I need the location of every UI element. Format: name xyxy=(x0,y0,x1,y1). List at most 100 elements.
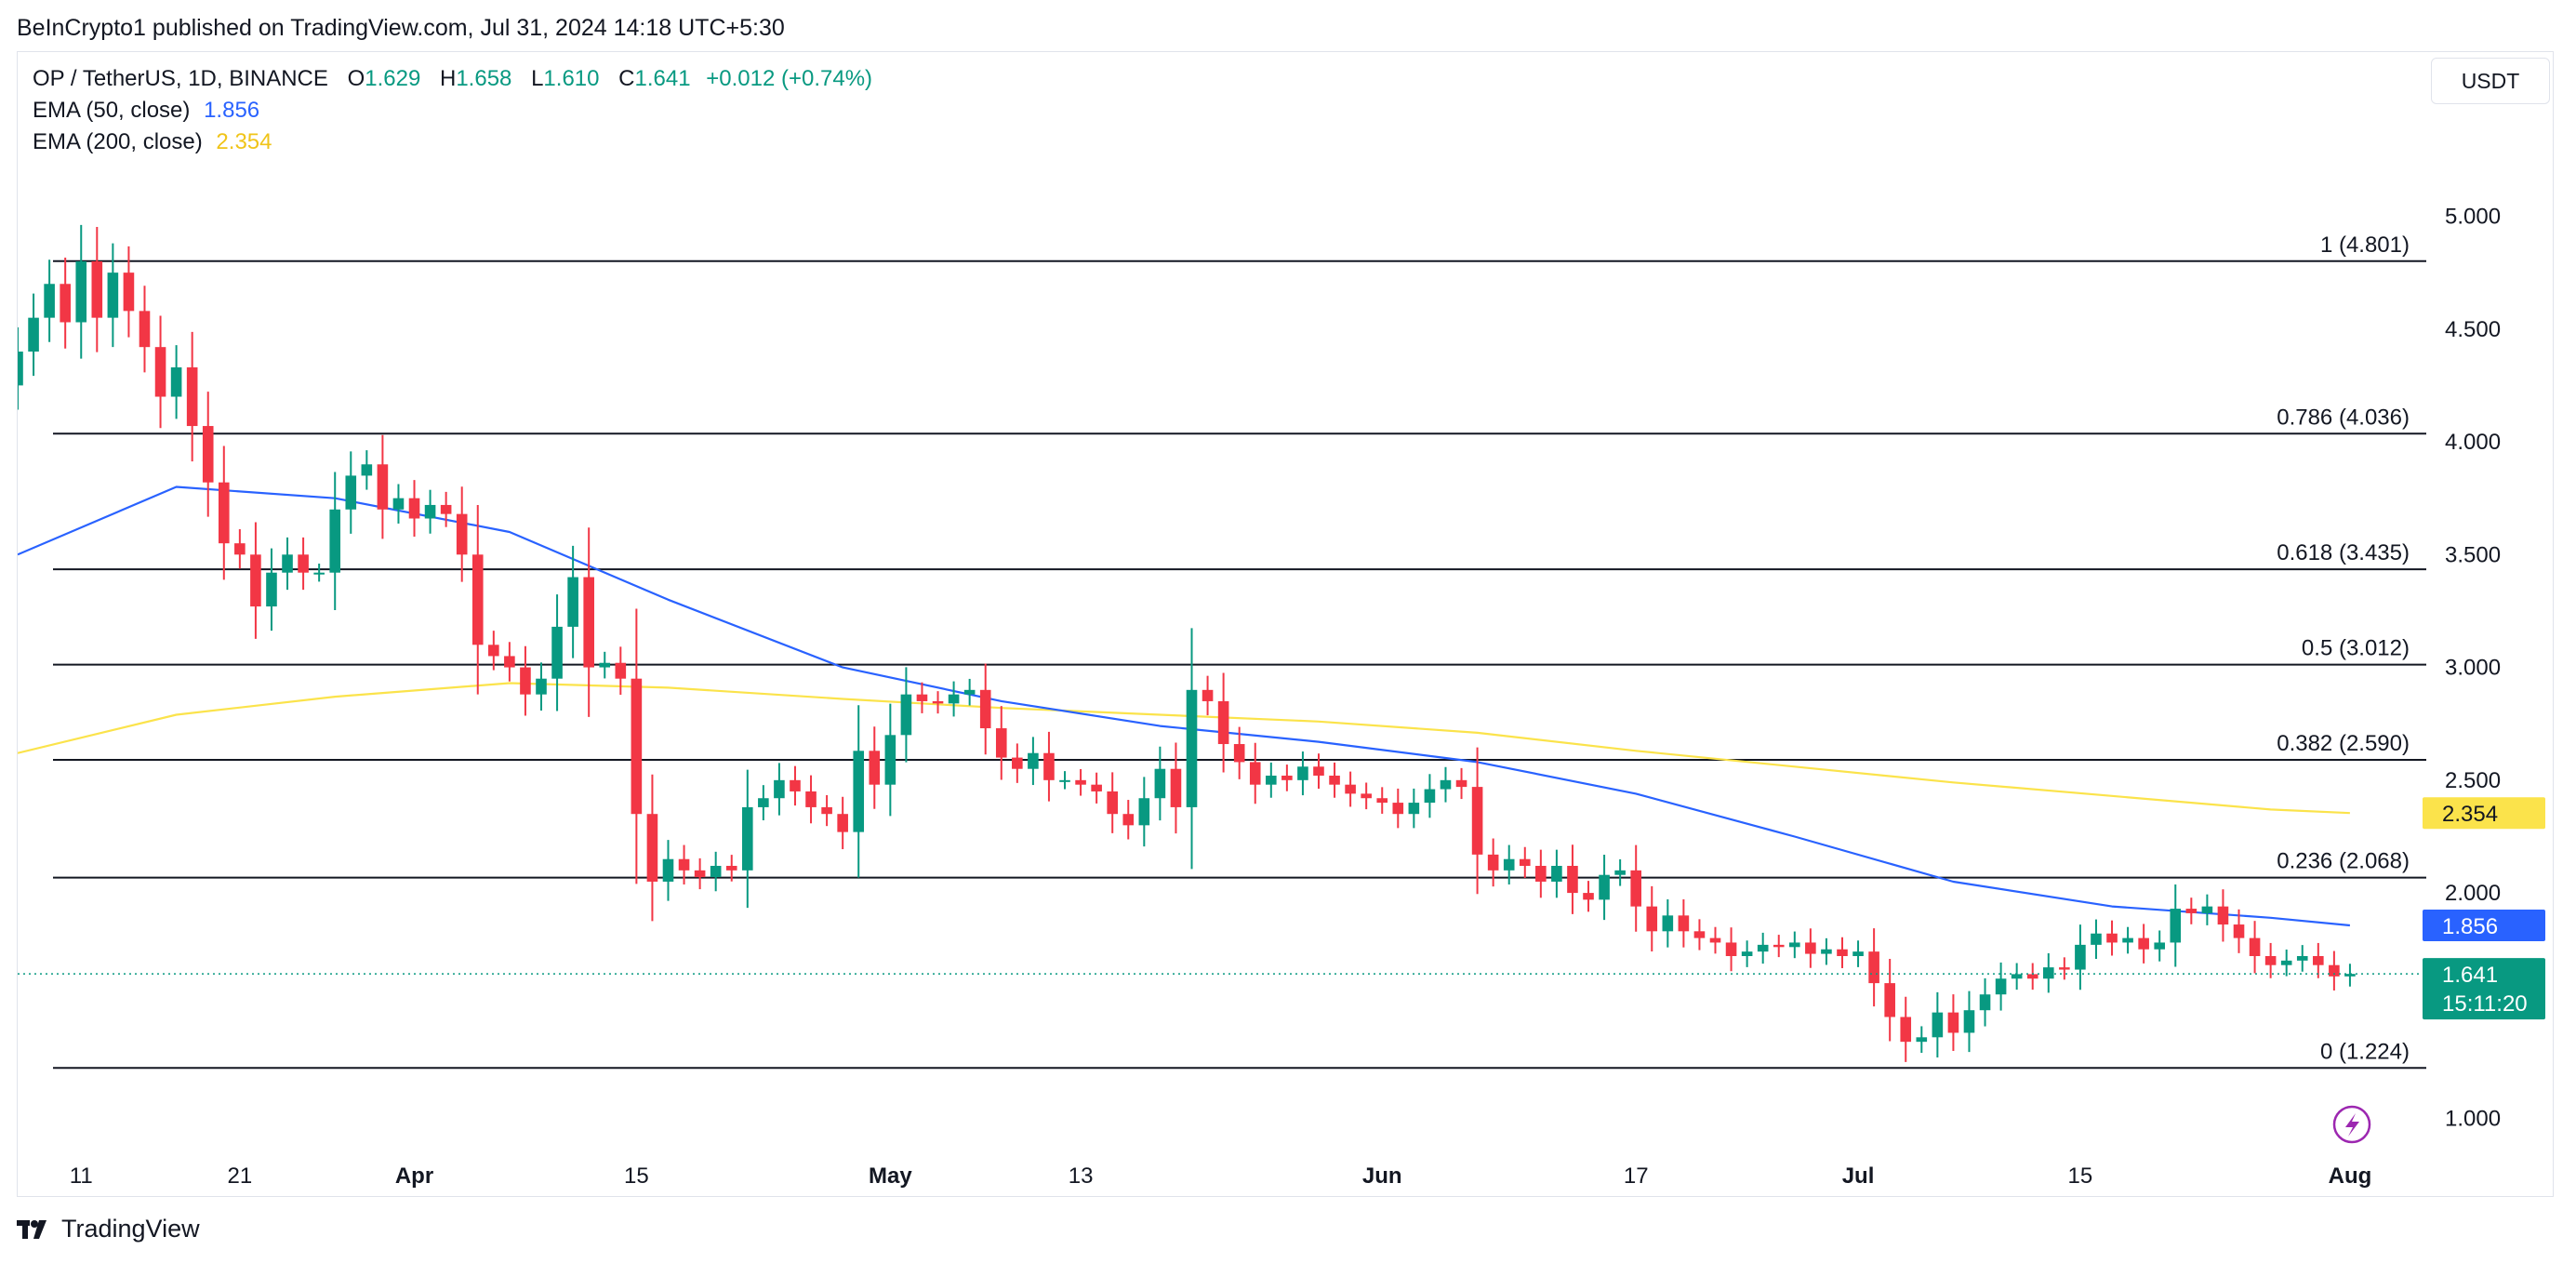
candle-2024-04-27 xyxy=(821,794,832,827)
candle-2024-06-16 xyxy=(1614,858,1626,886)
candle-2024-06-12 xyxy=(1551,849,1562,898)
candle-body xyxy=(774,779,785,799)
candle-body xyxy=(995,728,1007,758)
candle-2024-05-01 xyxy=(884,703,896,817)
candle-2024-06-01 xyxy=(1376,787,1388,814)
candle-2024-06-05 xyxy=(1440,766,1452,803)
ema50-badge-text: 1.856 xyxy=(2442,914,2498,939)
candle-body xyxy=(2217,906,2229,925)
ema200-line xyxy=(18,682,2350,815)
candle-body xyxy=(123,273,135,312)
candle-2024-07-23 xyxy=(2201,894,2213,925)
candle-body xyxy=(1757,944,1769,952)
ema50-line xyxy=(18,485,2351,927)
candle-body xyxy=(1012,757,1023,769)
candle-body xyxy=(298,554,309,573)
candle-2024-03-21 xyxy=(234,529,246,569)
candle-body xyxy=(408,498,420,519)
candle-body xyxy=(948,694,960,704)
candle-body xyxy=(2122,937,2133,943)
change-value: +0.012 (+0.74%) xyxy=(706,66,873,91)
candle-2024-03-09 xyxy=(44,259,55,342)
candle-body xyxy=(1186,689,1198,807)
candle-body xyxy=(963,689,976,695)
candle-2024-04-06 xyxy=(488,631,499,671)
candle-body xyxy=(1646,906,1658,932)
candle-2024-04-11 xyxy=(567,545,578,658)
candle-body xyxy=(1741,951,1753,956)
lightning-icon[interactable] xyxy=(2332,1105,2371,1144)
legend-ema200-row[interactable]: EMA (200, close) 2.354 xyxy=(33,126,872,158)
candle-body xyxy=(2059,967,2070,970)
candle-2024-04-20 xyxy=(710,851,722,892)
currency-button[interactable]: USDT xyxy=(2431,58,2550,104)
candle-body xyxy=(1202,689,1214,701)
tradingview-brand[interactable]: TradingView xyxy=(17,1215,200,1243)
candle-body xyxy=(567,577,578,627)
candle-body xyxy=(646,814,658,882)
candle-2024-06-08 xyxy=(1487,838,1499,887)
candle-2024-05-02 xyxy=(900,667,912,763)
candle-body xyxy=(1281,775,1293,780)
y-tick-1: 4.500 xyxy=(2445,317,2501,342)
candle-body xyxy=(853,751,865,832)
candle-2024-07-15 xyxy=(2075,924,2086,990)
candle-body xyxy=(1868,951,1879,984)
candle-body xyxy=(1821,949,1832,954)
candles-layer xyxy=(18,224,2356,1062)
candle-body xyxy=(1455,779,1467,788)
last-price-badge-text: 1.641 xyxy=(2442,963,2498,988)
x-tick-5: 13 xyxy=(1069,1163,1094,1189)
candle-2024-04-19 xyxy=(694,858,706,890)
high-value: 1.658 xyxy=(456,66,512,91)
close-label: C xyxy=(618,66,635,91)
candle-body xyxy=(1138,798,1150,826)
candle-2024-04-15 xyxy=(631,608,643,884)
candle-2024-04-03 xyxy=(440,491,452,527)
candle-2024-07-17 xyxy=(2106,920,2118,956)
candle-2024-04-08 xyxy=(520,645,531,716)
y-tick-6: 2.000 xyxy=(2445,881,2501,906)
chart-frame: 1 (4.801) 0.786 (4.036) 0.618 (3.435) 0.5 (… xyxy=(17,51,2554,1197)
candle-body xyxy=(1154,768,1166,799)
candle-2024-06-13 xyxy=(1567,844,1578,914)
candle-body xyxy=(1075,779,1086,785)
x-tick-7: 17 xyxy=(1624,1163,1649,1189)
candle-2024-03-30 xyxy=(377,434,389,539)
candle-body xyxy=(1249,762,1261,785)
candle-2024-07-26 xyxy=(2249,921,2261,974)
candle-body xyxy=(1837,949,1848,956)
price-chart[interactable]: 1 (4.801) 0.786 (4.036) 0.618 (3.435) 0.5 (… xyxy=(18,52,2555,1198)
candle-body xyxy=(1487,854,1499,871)
candle-body xyxy=(107,273,119,318)
candle-2024-05-05 xyxy=(948,681,960,717)
candle-body xyxy=(218,482,230,544)
candle-body xyxy=(710,865,722,878)
candle-body xyxy=(1440,779,1452,790)
candle-2024-06-29 xyxy=(1821,937,1832,965)
y-tick-2: 4.000 xyxy=(2445,430,2501,455)
candle-2024-05-12 xyxy=(1059,771,1070,790)
candle-body xyxy=(202,426,214,483)
candle-body xyxy=(551,626,563,679)
candle-body xyxy=(1979,994,1991,1011)
candle-2024-03-26 xyxy=(313,564,325,582)
candle-2024-03-08 xyxy=(28,293,39,377)
candle-2024-06-03 xyxy=(1408,788,1420,829)
candle-2024-07-19 xyxy=(2138,924,2149,964)
high-label: H xyxy=(439,66,457,91)
symbol-title[interactable]: OP / TetherUS, 1D, BINANCE xyxy=(33,66,328,91)
chart-legend: OP / TetherUS, 1D, BINANCE O1.629 H1.658… xyxy=(33,63,872,158)
candle-2024-04-23 xyxy=(758,785,769,820)
ema200-badge-text: 2.354 xyxy=(2442,802,2498,827)
candle-body xyxy=(1313,766,1324,776)
legend-ema50-row[interactable]: EMA (50, close) 1.856 xyxy=(33,95,872,126)
open-label: O xyxy=(347,66,365,91)
candle-body xyxy=(18,352,23,386)
ema50-value: 1.856 xyxy=(204,98,260,123)
x-tick-4: May xyxy=(869,1163,912,1189)
candle-body xyxy=(1376,798,1388,804)
candle-body xyxy=(2264,956,2277,965)
ema50-label: EMA (50, close) xyxy=(33,98,191,123)
ema50-badge-bg xyxy=(2423,910,2545,942)
